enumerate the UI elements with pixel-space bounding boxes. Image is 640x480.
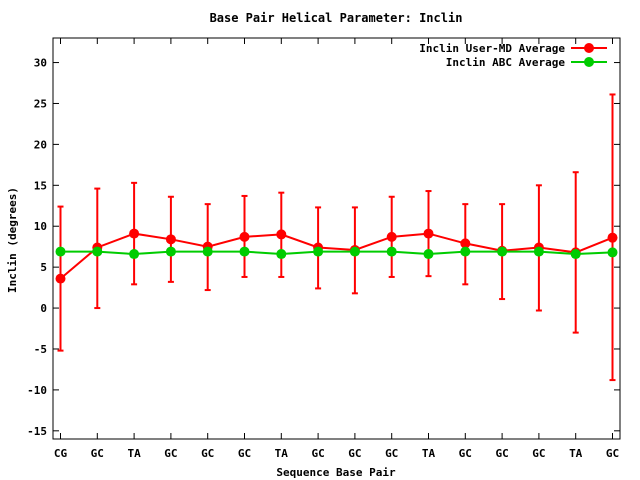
data-point xyxy=(92,246,103,257)
x-tick-label: TA xyxy=(127,447,141,460)
y-tick-label: 10 xyxy=(34,220,47,233)
data-point xyxy=(55,246,66,257)
axis-ticks: -15 -10 -5 0 5 10 15 20 25 30 CG GC TA GC GC GC TA GC GC GC… xyxy=(27,38,620,460)
data-point xyxy=(533,246,544,257)
y-tick-label: -15 xyxy=(27,425,47,438)
data-point xyxy=(55,273,66,284)
data-point xyxy=(570,249,581,260)
series-2 xyxy=(55,246,618,260)
x-tick-label: GC xyxy=(495,447,508,460)
y-tick-label: 5 xyxy=(40,261,47,274)
data-point xyxy=(165,246,176,257)
series-line xyxy=(60,250,613,256)
y-tick-label: 20 xyxy=(34,138,47,151)
x-tick-label: CG xyxy=(54,447,68,460)
x-tick-label: GC xyxy=(385,447,398,460)
series-line xyxy=(59,232,613,280)
legend-label: Inclin User-MD Average xyxy=(419,42,565,55)
data-point xyxy=(423,228,434,239)
data-point xyxy=(276,229,287,240)
x-tick-label: TA xyxy=(569,447,583,460)
chart-title: Base Pair Helical Parameter: Inclin xyxy=(210,11,463,25)
data-point xyxy=(129,228,140,239)
x-tick-label: GC xyxy=(459,447,472,460)
x-tick-label: GC xyxy=(348,447,361,460)
x-tick-label: GC xyxy=(606,447,619,460)
y-tick-label: -10 xyxy=(27,384,47,397)
legend-marker xyxy=(584,57,594,67)
data-point xyxy=(165,234,176,245)
y-tick-label: -5 xyxy=(34,343,47,356)
data-point xyxy=(607,247,618,258)
data-point xyxy=(386,246,397,257)
data-point xyxy=(423,249,434,260)
x-tick-label: GC xyxy=(238,447,251,460)
x-axis-label: Sequence Base Pair xyxy=(276,466,396,479)
y-axis-label: Inclin (degrees) xyxy=(6,187,19,293)
plot-frame xyxy=(52,37,621,440)
x-tick-label: GC xyxy=(532,447,545,460)
legend-label: Inclin ABC Average xyxy=(446,56,566,69)
x-tick-label: GC xyxy=(91,447,104,460)
y-tick-label: 30 xyxy=(34,57,47,70)
x-tick-label: GC xyxy=(311,447,324,460)
data-point xyxy=(607,232,618,243)
data-point xyxy=(497,246,508,257)
data-point xyxy=(349,246,360,257)
x-tick-label: TA xyxy=(275,447,289,460)
x-tick-label: GC xyxy=(164,447,177,460)
series-1 xyxy=(55,93,618,382)
data-point xyxy=(239,246,250,257)
data-point xyxy=(239,231,250,242)
data-point xyxy=(129,249,140,260)
x-tick-label: GC xyxy=(201,447,214,460)
data-point xyxy=(313,246,324,257)
data-point xyxy=(276,249,287,260)
data-point xyxy=(386,231,397,242)
data-point xyxy=(202,246,213,257)
y-tick-label: 15 xyxy=(34,179,47,192)
data-point xyxy=(460,238,471,249)
x-tick-label: TA xyxy=(422,447,436,460)
y-tick-label: 25 xyxy=(34,97,47,110)
legend-marker xyxy=(584,43,594,53)
y-tick-label: 0 xyxy=(40,302,47,315)
data-point xyxy=(460,246,471,257)
chart-marks xyxy=(55,93,618,382)
